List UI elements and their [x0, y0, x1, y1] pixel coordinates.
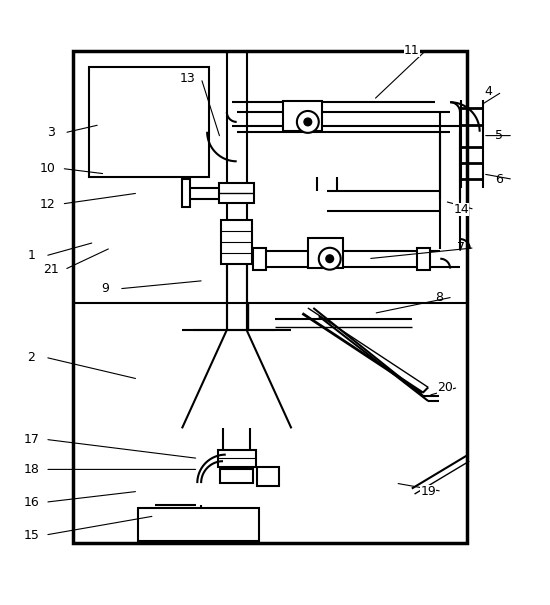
Text: 15: 15	[24, 529, 40, 541]
Text: 13: 13	[179, 71, 195, 85]
Text: 10: 10	[40, 162, 56, 175]
Bar	[417, 248, 431, 270]
Text: 17: 17	[24, 433, 40, 446]
Text: 3: 3	[47, 126, 54, 139]
Bar	[221, 220, 252, 264]
Text: 2: 2	[28, 351, 35, 364]
Circle shape	[304, 118, 312, 126]
Bar	[219, 183, 254, 203]
Bar	[89, 67, 210, 177]
Circle shape	[326, 255, 333, 263]
Bar	[253, 248, 266, 270]
Text: 16: 16	[24, 495, 40, 509]
Text: 9: 9	[101, 283, 109, 295]
Text: 14: 14	[453, 203, 469, 216]
Bar	[73, 51, 466, 543]
Text: 11: 11	[404, 44, 420, 57]
Text: 6: 6	[496, 173, 503, 186]
Text: 19: 19	[420, 485, 436, 498]
Bar	[182, 179, 190, 207]
Bar	[221, 469, 253, 483]
Text: 12: 12	[40, 197, 56, 211]
Text: 8: 8	[435, 290, 443, 304]
Text: 1: 1	[28, 249, 35, 263]
Bar	[283, 101, 322, 131]
Text: 20: 20	[437, 381, 453, 394]
Text: 18: 18	[24, 463, 40, 476]
Text: 5: 5	[496, 129, 503, 142]
Text: 13: 13	[179, 71, 195, 85]
Bar	[218, 450, 256, 466]
Bar	[308, 238, 343, 268]
Text: 16: 16	[24, 495, 40, 509]
Text: 11: 11	[404, 44, 420, 57]
Text: 4: 4	[485, 85, 492, 99]
Text: 20: 20	[437, 381, 453, 394]
Bar	[138, 508, 258, 540]
Bar	[257, 466, 279, 486]
Text: 21: 21	[43, 263, 58, 276]
Text: 12: 12	[40, 197, 56, 211]
Text: 19: 19	[420, 485, 436, 498]
Text: 17: 17	[24, 433, 40, 446]
Circle shape	[297, 111, 319, 133]
Text: 18: 18	[24, 463, 40, 476]
Text: 10: 10	[40, 162, 56, 175]
Text: 21: 21	[43, 263, 58, 276]
Text: 7: 7	[457, 241, 465, 254]
Circle shape	[319, 248, 340, 270]
Text: 14: 14	[453, 203, 469, 216]
Text: 15: 15	[24, 529, 40, 541]
